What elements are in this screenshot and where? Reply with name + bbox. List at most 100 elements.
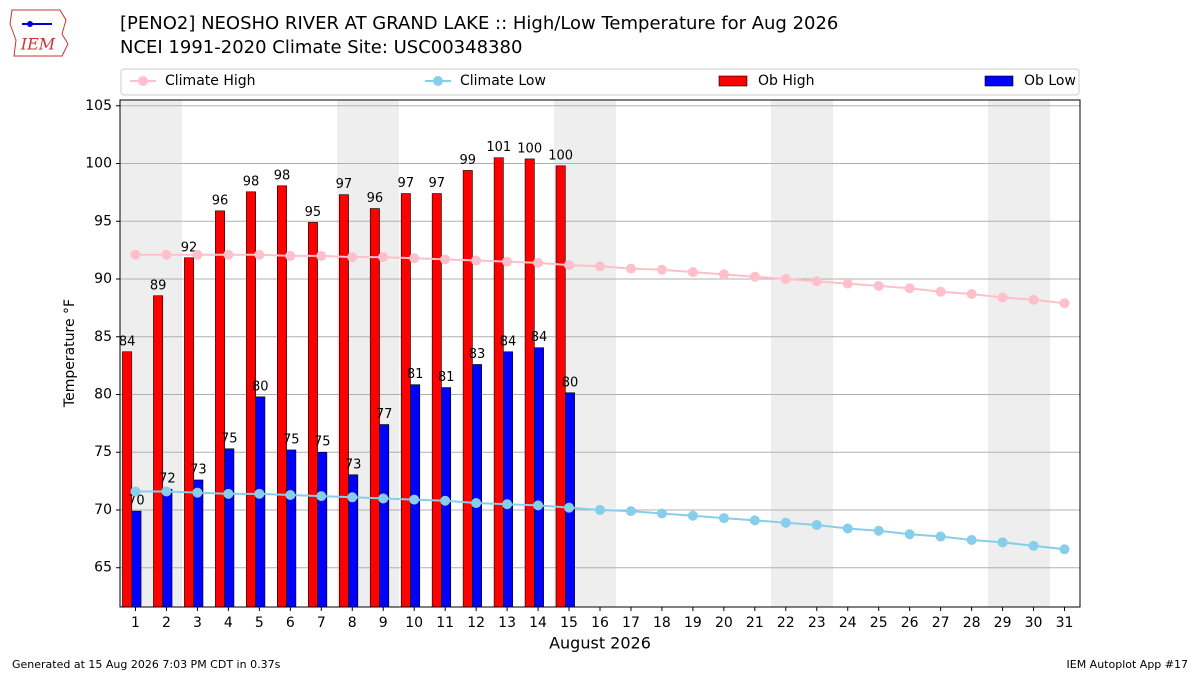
value-label: 83 [469, 347, 486, 362]
chart-subtitle: NCEI 1991-2020 Climate Site: USC00348380 [120, 37, 522, 58]
bar [215, 210, 225, 608]
x-tick-label: 18 [653, 615, 671, 631]
x-tick-label: 13 [498, 615, 516, 631]
point [780, 274, 791, 285]
point [378, 493, 389, 504]
point [718, 513, 729, 524]
point [192, 487, 203, 498]
x-tick-label: 21 [746, 615, 764, 631]
y-tick-label: 70 [94, 502, 112, 518]
point [1059, 298, 1070, 309]
point [130, 249, 141, 260]
point [842, 278, 853, 289]
bar [153, 295, 164, 608]
legend [120, 68, 1080, 96]
point [656, 264, 667, 275]
point [811, 276, 822, 287]
x-tick-label: 2 [162, 615, 171, 631]
point [533, 500, 544, 511]
value-label: 72 [159, 472, 176, 487]
bar [317, 451, 328, 608]
point [161, 249, 172, 260]
x-tick-label: 7 [317, 615, 326, 631]
x-tick-label: 11 [436, 615, 454, 631]
value-label: 100 [548, 148, 573, 163]
point [564, 260, 575, 271]
logo-outline [9, 9, 69, 57]
y-tick-label: 90 [94, 271, 112, 287]
bar [131, 510, 142, 608]
value-label: 97 [336, 177, 353, 192]
value-label: 92 [181, 240, 198, 255]
legend-marker [433, 76, 443, 86]
value-label: 70 [128, 494, 145, 509]
y-tick-label: 65 [94, 560, 112, 576]
bar [286, 449, 297, 608]
bar [162, 488, 173, 608]
x-tick-label: 22 [777, 615, 795, 631]
bar [184, 257, 195, 608]
legend-swatch [718, 75, 748, 87]
logo-dot [27, 21, 33, 27]
value-label: 100 [517, 141, 542, 156]
value-label: 73 [345, 457, 362, 472]
footer-right: IEM Autoplot App #17 [1067, 658, 1189, 671]
value-label: 97 [398, 176, 415, 191]
point [564, 502, 575, 513]
point [378, 252, 389, 263]
point [595, 504, 605, 515]
y-axis-label: Temperature °F [62, 299, 78, 408]
bar [472, 364, 483, 608]
point [687, 267, 698, 278]
value-label: 84 [119, 334, 136, 349]
point [440, 254, 451, 265]
y-tick-label: 80 [94, 386, 112, 402]
x-tick-label: 14 [529, 615, 547, 631]
bar [503, 351, 513, 608]
value-label: 101 [486, 140, 511, 155]
value-label: 84 [531, 330, 548, 345]
x-tick-label: 1 [131, 615, 140, 631]
point [595, 261, 605, 272]
legend-label: Ob High [758, 73, 815, 89]
point [873, 280, 884, 291]
value-label: 98 [243, 174, 260, 189]
value-label: 73 [190, 462, 207, 477]
bar [224, 448, 235, 608]
x-tick-label: 24 [839, 615, 857, 631]
footer-left: Generated at 15 Aug 2026 7:03 PM CDT in … [12, 658, 281, 671]
point [347, 252, 358, 263]
point [409, 494, 420, 505]
point [285, 489, 296, 500]
chart-title: [PENO2] NEOSHO RIVER AT GRAND LAKE :: Hi… [120, 13, 838, 34]
point [254, 249, 265, 260]
point [347, 492, 358, 503]
point [502, 256, 513, 267]
point [656, 508, 667, 519]
x-tick-label: 27 [932, 615, 950, 631]
value-label: 77 [376, 407, 393, 422]
bar [122, 351, 133, 608]
point [316, 250, 327, 261]
bar [493, 157, 504, 608]
value-label: 99 [459, 153, 476, 168]
y-tick-label: 95 [94, 213, 112, 229]
x-tick-label: 12 [467, 615, 485, 631]
point [904, 529, 915, 540]
value-label: 81 [438, 370, 455, 385]
value-label: 75 [221, 431, 238, 446]
point [935, 286, 946, 297]
x-tick-label: 19 [684, 615, 702, 631]
x-tick-label: 8 [348, 615, 357, 631]
x-tick-label: 16 [591, 615, 609, 631]
legend-swatch [984, 75, 1014, 87]
point [223, 488, 234, 499]
point [997, 537, 1008, 548]
value-label: 96 [367, 191, 384, 206]
point [966, 289, 977, 300]
point [749, 271, 760, 282]
x-tick-label: 3 [193, 615, 202, 631]
x-tick-label: 26 [901, 615, 919, 631]
